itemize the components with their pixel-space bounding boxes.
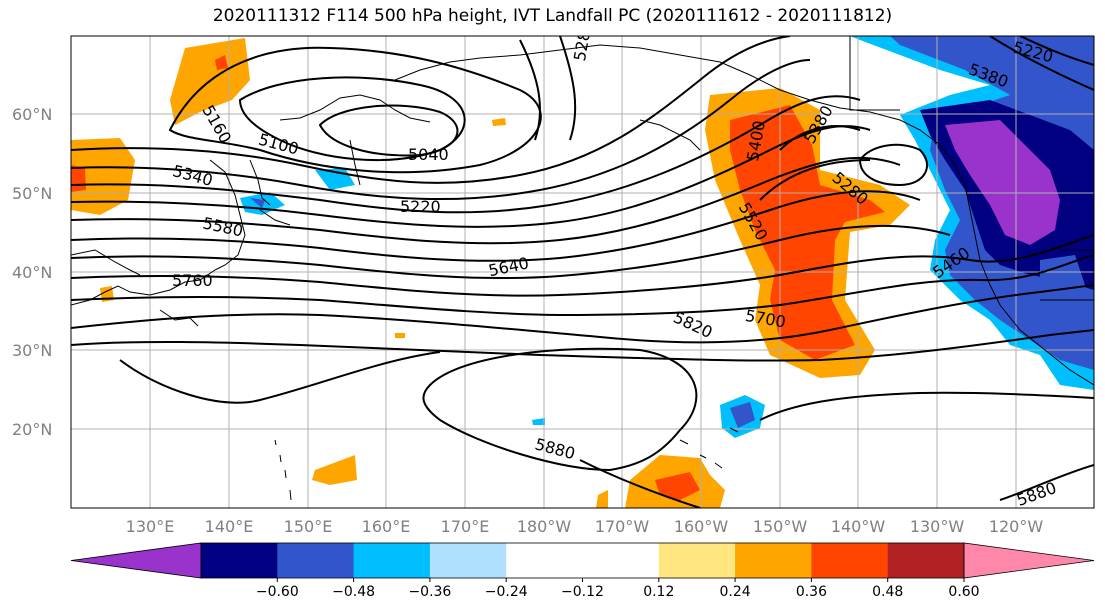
- svg-text:50°N: 50°N: [12, 184, 52, 203]
- colorbar-tick-label: −0.48: [332, 584, 375, 600]
- colorbar-bin: [811, 543, 889, 578]
- colorbar-bin: [277, 543, 355, 578]
- svg-text:150°E: 150°E: [284, 517, 333, 536]
- svg-text:5040: 5040: [408, 145, 449, 164]
- svg-text:170°E: 170°E: [441, 517, 490, 536]
- map-title: 2020111312 F114 500 hPa height, IVT Land…: [212, 6, 893, 26]
- svg-text:180°W: 180°W: [517, 517, 572, 536]
- svg-text:150°W: 150°W: [753, 517, 808, 536]
- colorbar-tick-label: 0.60: [948, 584, 979, 600]
- colorbar-tick-label: 0.12: [643, 584, 674, 600]
- svg-text:170°W: 170°W: [595, 517, 650, 536]
- colorbar-tick-label: −0.60: [256, 584, 299, 600]
- svg-text:60°N: 60°N: [12, 105, 52, 124]
- colorbar: −0.60 −0.48 −0.36 −0.24 −0.12 0.12 0.24 0.36 0.4…: [70, 542, 1095, 600]
- svg-text:130°E: 130°E: [126, 517, 175, 536]
- height-contours: [71, 36, 1094, 508]
- svg-text:160°W: 160°W: [674, 517, 729, 536]
- svg-text:5220: 5220: [400, 197, 441, 216]
- colorbar-tick-label: 0.48: [872, 584, 903, 600]
- longitude-labels: 130°E 140°E 150°E 160°E 170°E 180°W 170°…: [126, 517, 1044, 536]
- svg-text:140°E: 140°E: [205, 517, 254, 536]
- map-border: [70, 35, 1095, 509]
- colorbar-tick-label: −0.36: [408, 584, 451, 600]
- svg-text:5760: 5760: [172, 271, 213, 290]
- colorbar-tick-label: −0.24: [485, 584, 528, 600]
- coastlines: [71, 36, 1094, 501]
- colorbar-extend-high: [963, 542, 1095, 579]
- svg-text:140°W: 140°W: [831, 517, 886, 536]
- svg-text:40°N: 40°N: [12, 263, 52, 282]
- graticule: [71, 36, 1094, 508]
- colorbar-bin: [658, 543, 736, 578]
- colorbar-bin: [429, 543, 507, 578]
- colorbar-tick-label: 0.36: [796, 584, 827, 600]
- svg-text:20°N: 20°N: [12, 420, 52, 439]
- colorbar-tick-label: −0.12: [561, 584, 604, 600]
- svg-text:160°E: 160°E: [362, 517, 411, 536]
- colorbar-bin: [735, 543, 812, 578]
- colorbar-extend-low: [70, 542, 202, 579]
- colorbar-bin: [506, 543, 583, 578]
- svg-text:130°W: 130°W: [910, 517, 965, 536]
- svg-text:30°N: 30°N: [12, 341, 52, 360]
- colorbar-tick-label: 0.24: [720, 584, 751, 600]
- colorbar-bin: [353, 543, 431, 578]
- colorbar-bin: [582, 543, 660, 578]
- colorbar-bin: [201, 543, 278, 578]
- colorbar-bin: [887, 543, 965, 578]
- latitude-labels: 60°N 50°N 40°N 30°N 20°N: [12, 105, 52, 439]
- svg-text:120°W: 120°W: [989, 517, 1044, 536]
